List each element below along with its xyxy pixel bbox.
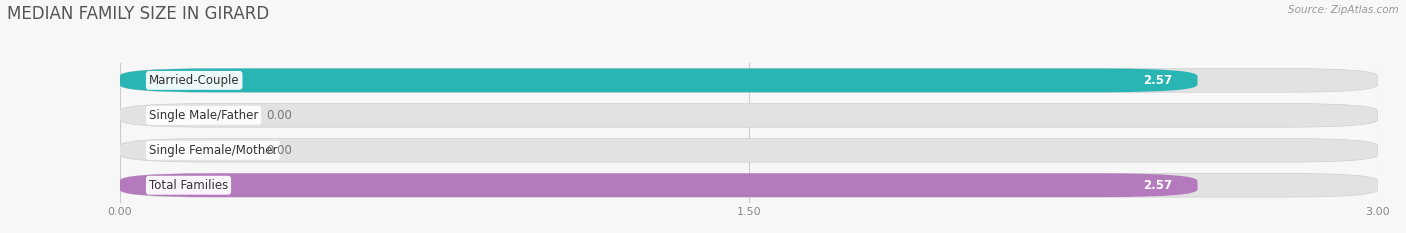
FancyBboxPatch shape bbox=[120, 69, 1378, 92]
Text: Source: ZipAtlas.com: Source: ZipAtlas.com bbox=[1288, 5, 1399, 15]
FancyBboxPatch shape bbox=[120, 69, 1198, 92]
FancyBboxPatch shape bbox=[120, 138, 1378, 162]
Text: Married-Couple: Married-Couple bbox=[149, 74, 239, 87]
FancyBboxPatch shape bbox=[120, 173, 1198, 197]
FancyBboxPatch shape bbox=[120, 103, 1378, 127]
FancyBboxPatch shape bbox=[120, 173, 1378, 197]
Text: MEDIAN FAMILY SIZE IN GIRARD: MEDIAN FAMILY SIZE IN GIRARD bbox=[7, 5, 270, 23]
Text: 2.57: 2.57 bbox=[1143, 74, 1173, 87]
Text: Single Female/Mother: Single Female/Mother bbox=[149, 144, 277, 157]
Text: 0.00: 0.00 bbox=[266, 144, 292, 157]
Text: 2.57: 2.57 bbox=[1143, 179, 1173, 192]
Text: 0.00: 0.00 bbox=[266, 109, 292, 122]
Text: Total Families: Total Families bbox=[149, 179, 228, 192]
Text: Single Male/Father: Single Male/Father bbox=[149, 109, 259, 122]
